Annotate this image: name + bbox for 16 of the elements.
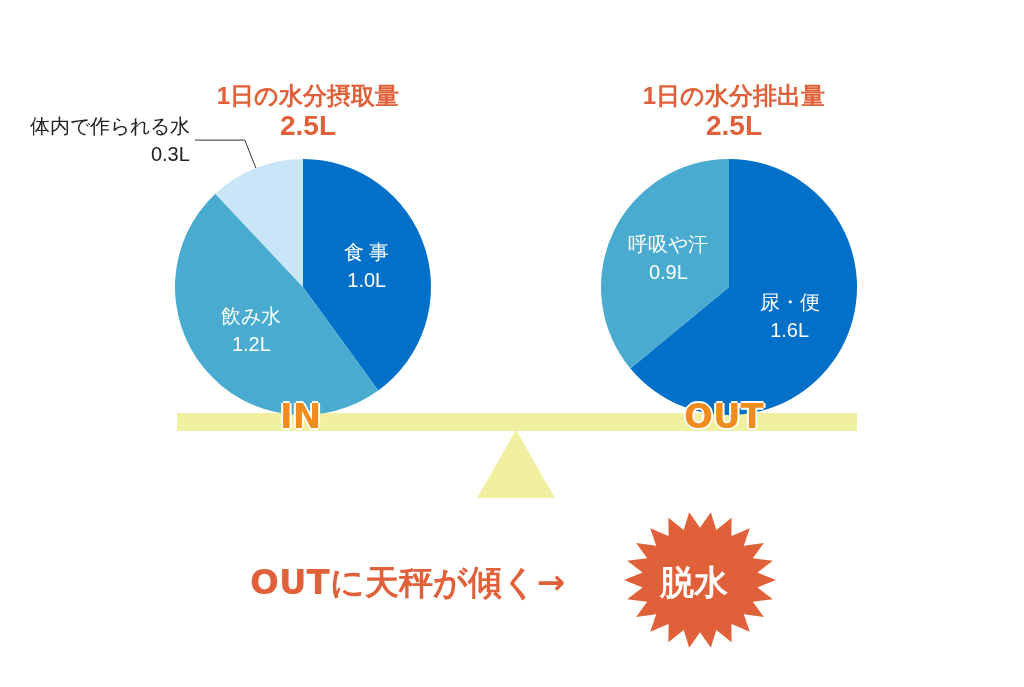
text: OUTに天秤が傾く→ — [250, 561, 566, 604]
chart-subtitle: 2.5L — [279, 109, 337, 141]
slice-label: 食 事 — [343, 241, 390, 264]
data-label: 1.6L — [770, 318, 810, 341]
data-label: 1.0L — [347, 269, 387, 292]
slice-label: 呼吸や汗 — [628, 233, 709, 256]
data-label: 0.3L — [150, 143, 190, 166]
chart-title: 1日の水分摂取量 — [216, 81, 400, 109]
chart-subtitle: 2.5L — [705, 109, 763, 141]
slice-label: 飲み水 — [221, 304, 282, 327]
slice-label: 体内で作られる水 — [29, 115, 190, 138]
text: 脱水 — [660, 561, 728, 604]
chart-title: 1日の水分排出量 — [642, 81, 826, 109]
data-label: 0.9L — [648, 261, 688, 284]
data-label: 1.2L — [231, 332, 271, 355]
slice-label: 尿・便 — [759, 290, 820, 313]
